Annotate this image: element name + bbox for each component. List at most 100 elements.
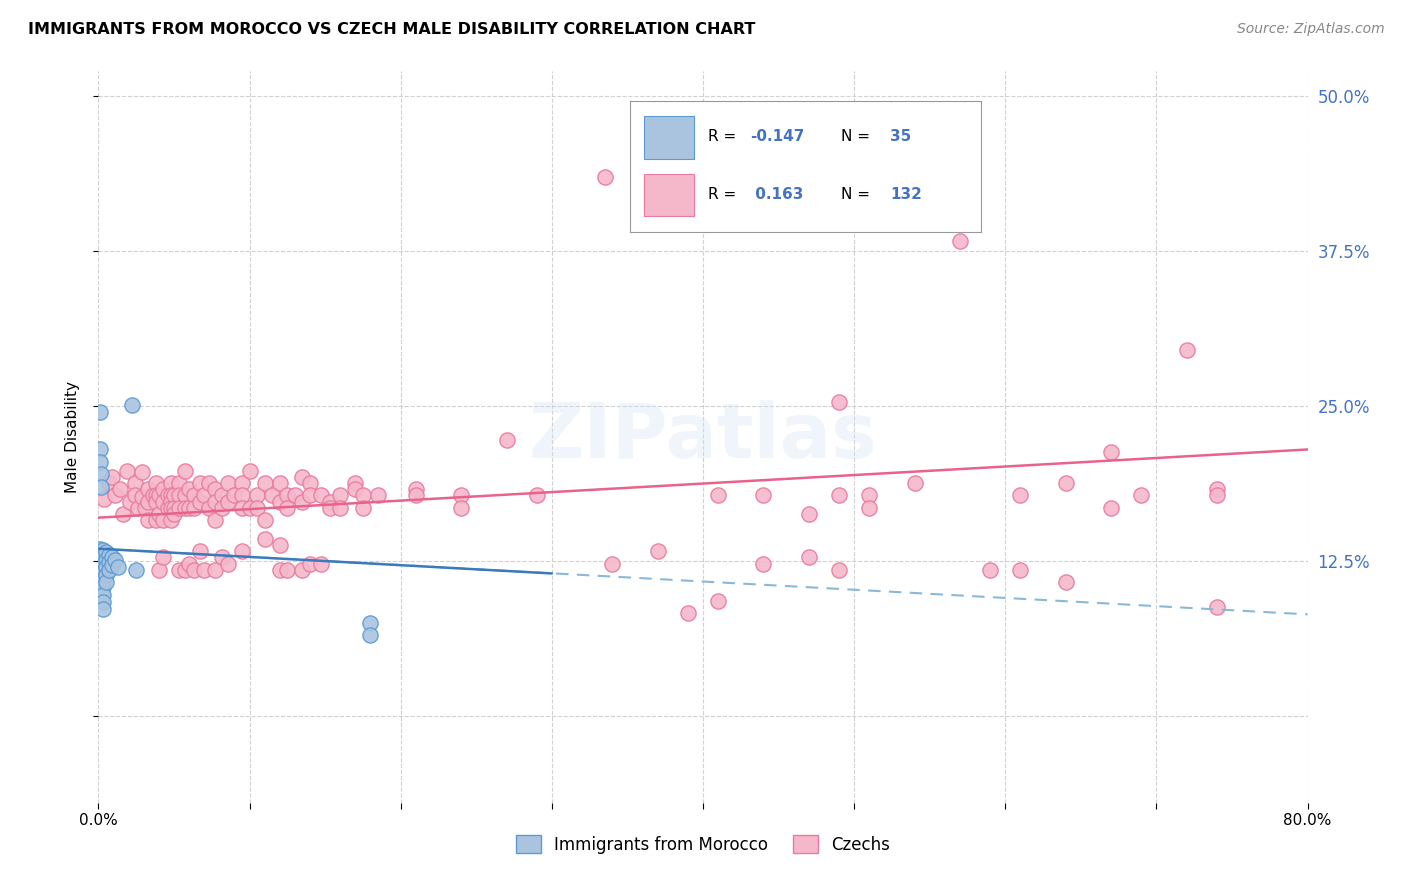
Point — [131, 490, 153, 504]
Point — [89, 442, 111, 457]
Point — [160, 513, 183, 527]
Point — [125, 563, 148, 577]
Point — [98, 548, 121, 562]
Point — [89, 405, 111, 419]
Point — [179, 500, 201, 515]
Point — [276, 500, 298, 515]
Point — [148, 507, 170, 521]
Point — [602, 557, 624, 571]
Point — [269, 494, 291, 508]
Point — [167, 488, 190, 502]
Point — [318, 494, 340, 508]
Point — [211, 500, 233, 515]
Point — [91, 565, 114, 579]
Point — [352, 488, 374, 502]
Point — [89, 455, 111, 469]
Point — [89, 565, 111, 579]
Point — [284, 488, 307, 502]
Point — [136, 482, 159, 496]
Point — [224, 488, 246, 502]
Point — [269, 563, 291, 577]
Point — [188, 475, 211, 490]
Point — [217, 475, 239, 490]
Point — [450, 488, 472, 502]
Text: Source: ZipAtlas.com: Source: ZipAtlas.com — [1237, 22, 1385, 37]
Point — [167, 475, 190, 490]
Point — [231, 488, 253, 502]
Point — [299, 488, 322, 502]
Point — [101, 469, 124, 483]
Point — [329, 500, 352, 515]
Point — [160, 500, 183, 515]
Point — [231, 544, 253, 558]
Point — [89, 550, 111, 565]
Point — [167, 563, 190, 577]
Point — [344, 482, 367, 496]
Point — [495, 433, 517, 447]
Text: ZIPatlas: ZIPatlas — [529, 401, 877, 474]
Point — [1206, 599, 1229, 614]
Point — [94, 553, 117, 567]
Point — [1054, 575, 1077, 590]
Point — [828, 488, 851, 502]
Point — [211, 488, 233, 502]
Point — [262, 488, 284, 502]
Point — [593, 169, 616, 184]
Point — [405, 482, 427, 496]
Point — [160, 475, 183, 490]
Point — [231, 475, 253, 490]
Point — [94, 560, 117, 574]
Point — [89, 541, 111, 556]
Point — [94, 567, 117, 582]
Point — [142, 488, 165, 502]
Point — [828, 563, 851, 577]
Point — [131, 465, 153, 479]
Point — [253, 532, 276, 546]
Point — [148, 488, 170, 502]
Point — [707, 593, 730, 607]
Point — [148, 563, 170, 577]
Point — [239, 500, 262, 515]
Point — [93, 491, 115, 506]
Point — [98, 555, 121, 569]
Point — [299, 557, 322, 571]
Point — [107, 560, 129, 574]
Point — [183, 563, 205, 577]
Point — [145, 513, 167, 527]
Point — [163, 488, 186, 502]
Point — [124, 488, 146, 502]
Point — [104, 553, 127, 567]
Point — [352, 500, 374, 515]
Point — [1010, 488, 1032, 502]
Point — [291, 494, 314, 508]
Point — [163, 500, 186, 515]
Point — [101, 558, 124, 572]
Point — [797, 550, 820, 565]
Point — [98, 563, 121, 577]
Point — [526, 488, 548, 502]
Point — [152, 494, 174, 508]
Point — [90, 480, 112, 494]
Point — [98, 475, 121, 490]
Point — [752, 488, 775, 502]
Point — [134, 500, 156, 515]
Point — [276, 563, 298, 577]
Point — [145, 475, 167, 490]
Point — [204, 563, 226, 577]
Point — [94, 575, 117, 590]
Point — [127, 500, 149, 515]
Point — [204, 482, 226, 496]
Point — [173, 500, 195, 515]
Point — [91, 588, 114, 602]
Point — [91, 595, 114, 609]
Point — [204, 513, 226, 527]
Y-axis label: Male Disability: Male Disability — [65, 381, 80, 493]
Point — [179, 557, 201, 571]
Point — [707, 488, 730, 502]
Point — [1054, 475, 1077, 490]
Point — [291, 563, 314, 577]
Point — [91, 580, 114, 594]
Point — [204, 494, 226, 508]
Point — [239, 464, 262, 478]
Point — [108, 482, 131, 496]
